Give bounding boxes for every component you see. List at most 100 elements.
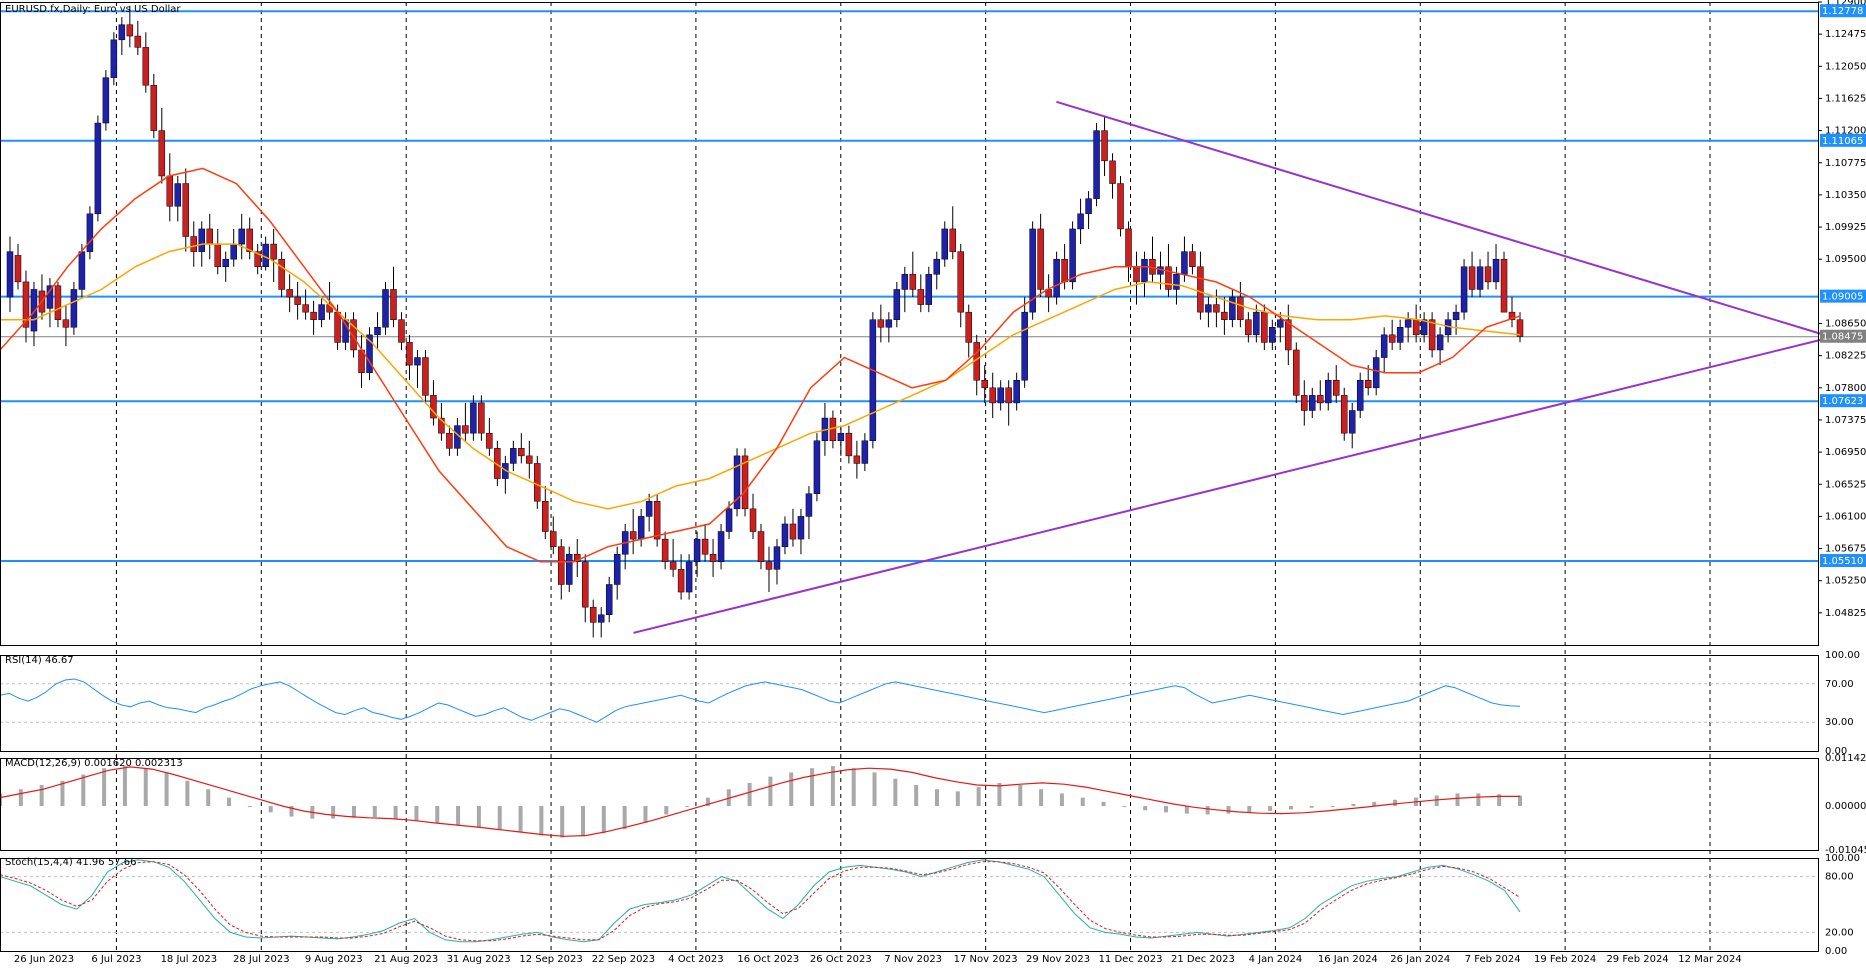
level-price-box (1820, 554, 1866, 568)
candle-bear (542, 501, 549, 532)
candle-bear (1237, 296, 1244, 320)
candle-bear (526, 455, 533, 464)
candle-bear (478, 402, 485, 434)
candle-bull (1181, 251, 1188, 275)
rsi-panel-frame (0, 655, 1819, 752)
candle-bear (14, 255, 22, 283)
candle-bull (1229, 296, 1236, 320)
candle-bull (1013, 379, 1020, 404)
candle-bear (398, 319, 405, 343)
level-price-box (1820, 394, 1866, 408)
macd-histogram-bar (1288, 806, 1293, 810)
candle-bear (462, 425, 469, 434)
current-price-box (1820, 329, 1866, 343)
macd-histogram-bar (268, 806, 273, 813)
current-price-label: 1.08475 (1822, 332, 1863, 343)
candle-bear (877, 319, 885, 328)
x-tick-label: 16 Jan 2024 (1318, 954, 1378, 965)
candle-bear (518, 448, 525, 457)
candle-bull (1277, 319, 1284, 328)
candle-bear (949, 228, 957, 252)
candle-bear (190, 236, 198, 252)
macd-histogram-bar (1434, 795, 1439, 807)
price-tick-label: 1.08225 (1825, 351, 1866, 362)
macd-histogram-bar (601, 806, 606, 834)
macd-histogram-bar (1351, 803, 1356, 807)
macd-histogram-bar (102, 768, 107, 807)
macd-histogram-bar (18, 789, 23, 807)
price-tick-label: 1.11625 (1825, 93, 1866, 104)
candle-bear (1516, 319, 1524, 337)
level-price-label: 1.05510 (1822, 556, 1863, 567)
candle-bull (1476, 266, 1484, 290)
candle-bull (110, 39, 118, 78)
level-price-label: 1.12778 (1822, 6, 1863, 17)
x-tick-label: 7 Feb 2024 (1465, 954, 1521, 965)
candle-bear (534, 463, 541, 502)
macd-histogram-bar (143, 768, 148, 807)
candle-bull (997, 387, 1004, 404)
x-tick-label: 31 Aug 2023 (447, 954, 511, 965)
candle-bull (1420, 319, 1428, 336)
macd-histogram-bar (622, 806, 627, 830)
candle-bull (6, 251, 14, 298)
price-tick-label: 1.10350 (1825, 190, 1866, 201)
candle-bull (86, 213, 94, 252)
candle-bear (54, 285, 62, 320)
candle-bear (158, 130, 166, 177)
candle-bear (134, 35, 142, 48)
macd-histogram-bar (1080, 797, 1085, 807)
candle-bear (981, 379, 988, 389)
candle-bear (1412, 319, 1420, 336)
candle-bull (725, 508, 733, 532)
x-tick-label: 29 Nov 2023 (1026, 954, 1090, 965)
candle-bear (789, 523, 797, 540)
trendline (633, 336, 1832, 634)
candle-bear (558, 546, 565, 585)
candle-bear (1293, 349, 1300, 396)
candle-bull (1093, 130, 1100, 199)
candle-bull (597, 614, 605, 623)
price-tick-label: 1.09925 (1825, 222, 1866, 233)
candle-bear (757, 531, 765, 563)
macd-histogram-bar (1330, 806, 1335, 808)
candle-bull (118, 24, 126, 41)
candle-bear (1245, 319, 1252, 336)
macd-histogram-bar (351, 806, 356, 818)
candle-bear (390, 289, 397, 320)
price-tick-label: 1.12900 (1825, 0, 1866, 8)
level-price-box (1820, 4, 1866, 18)
candle-bull (797, 516, 805, 540)
rsi-tick-label: 70.00 (1825, 679, 1854, 690)
candle-bull (1253, 311, 1260, 336)
candle-bull (901, 274, 909, 290)
stoch-label: Stoch(15,4,4) 41.96 57.66 (5, 857, 136, 868)
macd-histogram-bar (247, 806, 252, 808)
macd-histogram-bar (122, 766, 127, 807)
x-tick-label: 4 Oct 2023 (668, 954, 723, 965)
macd-histogram-bar (39, 785, 44, 807)
macd-histogram-bar (1164, 806, 1169, 813)
macd-histogram-bar (164, 772, 169, 807)
candle-bear (1197, 266, 1204, 313)
macd-histogram-bar (476, 806, 481, 828)
macd-histogram-bar (914, 785, 919, 807)
candle-bear (206, 228, 213, 245)
candle-bull (1492, 258, 1500, 283)
macd-tick-label: -0.010459 (1825, 845, 1866, 856)
candle-bear (142, 47, 150, 86)
macd-histogram-bar (227, 797, 232, 807)
macd-histogram-bar (1143, 806, 1148, 811)
candle-bear (917, 289, 925, 305)
candle-bear (1189, 251, 1196, 268)
candle-bear (422, 357, 429, 396)
x-tick-label: 19 Feb 2024 (1534, 954, 1596, 965)
macd-histogram-bar (560, 806, 565, 838)
candle-bear (1101, 130, 1108, 162)
macd-histogram-bar (1039, 789, 1044, 807)
candle-bear (965, 311, 972, 343)
candle-bull (1141, 258, 1148, 283)
price-tick-label: 1.04825 (1825, 608, 1866, 619)
level-price-label: 1.11065 (1822, 136, 1863, 147)
